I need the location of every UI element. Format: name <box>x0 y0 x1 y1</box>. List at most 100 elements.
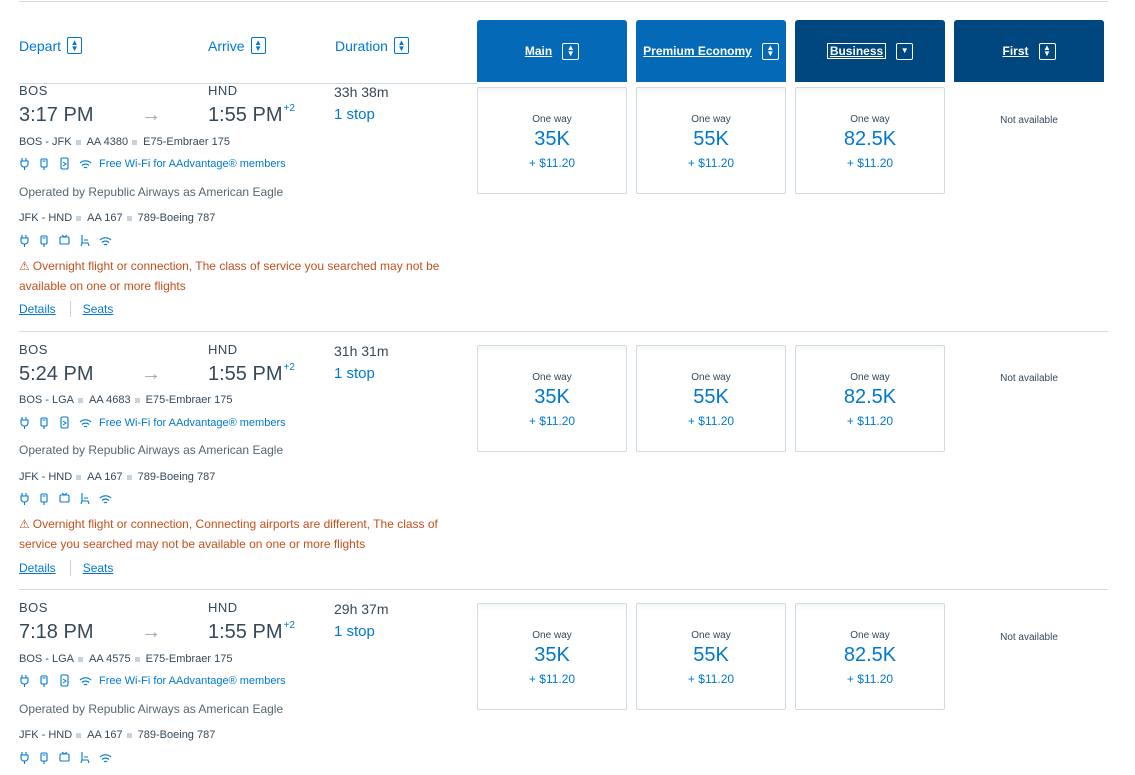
depart-sort-label: Depart <box>19 37 62 54</box>
power-outlet-icon <box>20 416 29 430</box>
segment-2-amenities <box>19 234 119 248</box>
flight-links: Details Seats <box>19 560 113 576</box>
wifi-icon <box>79 160 92 169</box>
fare-miles: 82.5K <box>843 644 897 666</box>
flight-result-1: BOS HND 3:17 PM → 1:55 PM+2 33h 38m 1 st… <box>0 0 1135 317</box>
fare-type: One way <box>691 630 731 641</box>
usb-icon <box>40 752 48 765</box>
sort-depart-button[interactable]: Depart ▲ ▼ <box>19 37 83 54</box>
segment-aircraft: E75-Embraer 175 <box>145 653 233 665</box>
entertainment-icon <box>59 234 70 245</box>
sort-icon: ▲ ▼ <box>67 37 83 54</box>
segment-1-info: BOS - LGA AA 4575 E75-Embraer 175 <box>19 653 232 665</box>
fare-miles: 82.5K <box>843 386 897 408</box>
fare-tax: + $11.20 <box>687 672 735 686</box>
sort-icon: ▲ ▼ <box>1038 42 1056 60</box>
fare-business-button[interactable]: One way 82.5K + $11.20 <box>795 345 945 452</box>
arrive-time: 1:55 PM+2 <box>208 362 295 386</box>
tab-business[interactable]: Business ▼ <box>795 20 945 82</box>
warning-icon: ⚠ <box>19 517 30 531</box>
fare-premium-economy-button[interactable]: One way 55K + $11.20 <box>636 345 786 452</box>
fare-tax: + $11.20 <box>846 672 894 686</box>
arrow-right-icon: → <box>141 363 161 385</box>
fare-premium-economy-button[interactable]: One way 55K + $11.20 <box>636 603 786 710</box>
header-divider <box>19 83 477 84</box>
wifi-icon <box>79 677 92 686</box>
segment-aircraft: 789-Boeing 787 <box>137 471 216 483</box>
stops-link[interactable]: 1 stop <box>334 365 375 382</box>
lie-flat-seat-icon <box>80 234 90 247</box>
fare-business-button[interactable]: One way 82.5K + $11.20 <box>795 87 945 194</box>
fare-tax: + $11.20 <box>528 156 576 170</box>
tab-premium-economy[interactable]: Premium Economy ▲ ▼ <box>636 20 786 82</box>
tab-first[interactable]: First ▲ ▼ <box>954 20 1104 82</box>
duration-value: 33h 38m <box>334 84 389 100</box>
lie-flat-seat-icon <box>80 492 90 505</box>
arrive-time: 1:55 PM+2 <box>208 103 295 127</box>
duration-value: 31h 31m <box>334 343 389 359</box>
origin-code: BOS <box>19 83 48 98</box>
stops-link[interactable]: 1 stop <box>334 623 375 640</box>
sort-icon: ▲ ▼ <box>562 42 580 60</box>
sort-icon: ▲ ▼ <box>393 37 409 54</box>
usb-icon <box>40 493 48 506</box>
fare-tax: + $11.20 <box>846 156 894 170</box>
sort-duration-button[interactable]: Duration ▲ ▼ <box>335 37 409 54</box>
separator-dot <box>126 215 132 221</box>
fare-tax: + $11.20 <box>687 156 735 170</box>
fare-tax: + $11.20 <box>846 414 894 428</box>
details-link[interactable]: Details <box>19 561 56 575</box>
row-divider <box>19 331 1108 332</box>
fare-main-button[interactable]: One way 35K + $11.20 <box>477 603 627 710</box>
flight-links: Details Seats <box>19 301 113 317</box>
tab-main-cabin[interactable]: Main ▲ ▼ <box>477 20 627 82</box>
seats-link[interactable]: Seats <box>82 302 114 316</box>
segment-flight: AA 4380 <box>86 136 129 148</box>
segment-2-info: JFK - HND AA 167 789-Boeing 787 <box>19 212 215 224</box>
segment-aircraft: 789-Boeing 787 <box>137 729 216 741</box>
fare-miles: 35K <box>534 386 570 408</box>
separator-dot <box>134 656 140 662</box>
warning-icon: ⚠ <box>19 259 30 273</box>
segment-route: JFK - HND <box>19 471 73 483</box>
link-divider <box>69 301 71 317</box>
fare-miles: 82.5K <box>843 128 897 150</box>
fare-type: One way <box>532 114 572 125</box>
separator-dot <box>75 139 81 145</box>
tab-premium-economy-label: Premium Economy <box>643 44 752 58</box>
stops-link[interactable]: 1 stop <box>334 106 375 123</box>
depart-time: 3:17 PM <box>19 104 94 126</box>
fare-type: One way <box>532 372 572 383</box>
tab-first-label: First <box>1002 44 1029 58</box>
segment-flight: AA 4575 <box>89 653 131 665</box>
fare-business-button[interactable]: One way 82.5K + $11.20 <box>795 603 945 710</box>
segment-2-amenities <box>19 751 119 765</box>
details-link[interactable]: Details <box>19 302 56 316</box>
fare-type: One way <box>691 114 731 125</box>
fare-miles: 35K <box>534 128 570 150</box>
fare-miles: 55K <box>693 386 729 408</box>
flight-result-3: BOS HND 7:18 PM → 1:55 PM+2 29h 37m 1 st… <box>0 517 1135 775</box>
wifi-icon <box>79 419 92 428</box>
origin-code: BOS <box>19 600 48 615</box>
fare-main-button[interactable]: One way 35K + $11.20 <box>477 87 627 194</box>
device-entertainment-icon <box>60 416 69 429</box>
segment-route: BOS - JFK <box>19 136 72 148</box>
segment-aircraft: E75-Embraer 175 <box>143 136 230 148</box>
sort-arrive-button[interactable]: Arrive ▲ ▼ <box>208 37 266 54</box>
fare-miles: 55K <box>693 644 729 666</box>
fare-tax: + $11.20 <box>528 672 576 686</box>
entertainment-icon <box>59 492 70 503</box>
separator-dot <box>126 732 132 738</box>
fare-premium-economy-button[interactable]: One way 55K + $11.20 <box>636 87 786 194</box>
segment-1-info: BOS - LGA AA 4683 E75-Embraer 175 <box>19 394 232 406</box>
fare-main-button[interactable]: One way 35K + $11.20 <box>477 345 627 452</box>
wifi-icon <box>99 754 112 763</box>
usb-icon <box>40 235 48 248</box>
flight-result-2: BOS HND 5:24 PM → 1:55 PM+2 31h 31m 1 st… <box>0 259 1135 576</box>
seats-link[interactable]: Seats <box>82 561 114 575</box>
arrive-time-value: 1:55 PM <box>208 621 283 643</box>
destination-code: HND <box>208 342 238 357</box>
warning-text: Overnight flight or connection, The clas… <box>19 259 440 293</box>
segment-2-amenities <box>19 492 119 506</box>
